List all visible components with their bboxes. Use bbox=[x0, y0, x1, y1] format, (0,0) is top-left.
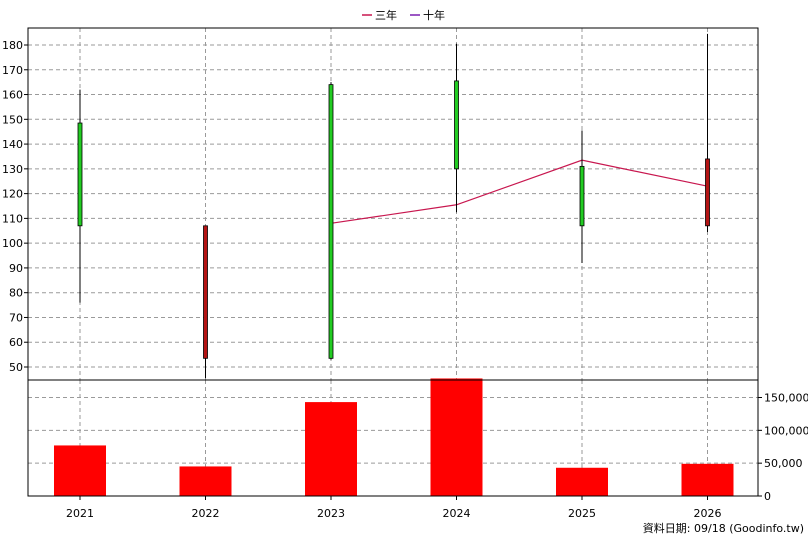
volume-y-axis: 0 50,000 100,000 150,000 bbox=[758, 392, 808, 503]
legend-label-2: 十年 bbox=[423, 8, 445, 22]
price-tick-label: 80 bbox=[9, 287, 23, 300]
price-tick-label: 170 bbox=[2, 64, 23, 77]
volume-gridlines bbox=[28, 380, 758, 496]
price-tick-label: 140 bbox=[2, 138, 23, 151]
volume-tick-label: 100,000 bbox=[764, 424, 808, 437]
price-tick-label: 50 bbox=[9, 361, 23, 374]
candlesticks bbox=[77, 33, 710, 379]
volume-bar bbox=[681, 463, 734, 496]
candle-body bbox=[454, 80, 459, 170]
price-tick-label: 160 bbox=[2, 89, 23, 102]
legend-label-1: 三年 bbox=[375, 8, 397, 22]
footer-source: 資料日期: 09/18 (Goodinfo.tw) bbox=[643, 521, 804, 535]
x-tick-label: 2021 bbox=[66, 507, 94, 520]
candle-body bbox=[328, 84, 334, 359]
price-tick-label: 110 bbox=[2, 212, 23, 225]
volume-tick-label: 50,000 bbox=[764, 457, 803, 470]
candle-body bbox=[203, 225, 208, 359]
x-tick-label: 2023 bbox=[317, 507, 345, 520]
volume-bar bbox=[305, 402, 357, 496]
x-tick-label: 2022 bbox=[192, 507, 220, 520]
price-tick-label: 100 bbox=[2, 237, 23, 250]
price-tick-label: 60 bbox=[9, 336, 23, 349]
x-tick-label: 2025 bbox=[568, 507, 596, 520]
volume-panel-frame bbox=[27, 379, 759, 497]
x-tick-label: 2024 bbox=[443, 507, 471, 520]
price-y-axis: 50 60 70 80 90 100 110 120 130 140 150 160 170 180 bbox=[2, 39, 28, 374]
price-tick-label: 120 bbox=[2, 188, 23, 201]
volume-bars bbox=[54, 378, 734, 496]
price-tick-label: 180 bbox=[2, 39, 23, 52]
price-tick-label: 70 bbox=[9, 311, 23, 324]
candle-body bbox=[579, 165, 585, 227]
moving-average-lines bbox=[330, 159, 708, 224]
price-tick-label: 130 bbox=[2, 163, 23, 176]
x-tick-label: 2026 bbox=[694, 507, 722, 520]
volume-tick-label: 150,000 bbox=[764, 392, 808, 405]
candle-body bbox=[705, 158, 710, 227]
legend: 三年 十年 bbox=[362, 8, 445, 22]
price-tick-label: 150 bbox=[2, 113, 23, 126]
volume-bar bbox=[556, 467, 608, 496]
price-panel-frame bbox=[27, 27, 759, 381]
candle-body bbox=[77, 122, 83, 227]
ma-line-1 bbox=[330, 159, 708, 224]
price-tick-label: 90 bbox=[9, 262, 23, 275]
volume-bar bbox=[54, 445, 106, 496]
volume-tick-label: 0 bbox=[764, 490, 771, 503]
volume-bar bbox=[430, 378, 483, 496]
volume-bar bbox=[179, 466, 232, 496]
price-gridlines bbox=[28, 28, 758, 380]
x-axis: 2021 2022 2023 2024 2025 2026 bbox=[66, 496, 722, 520]
